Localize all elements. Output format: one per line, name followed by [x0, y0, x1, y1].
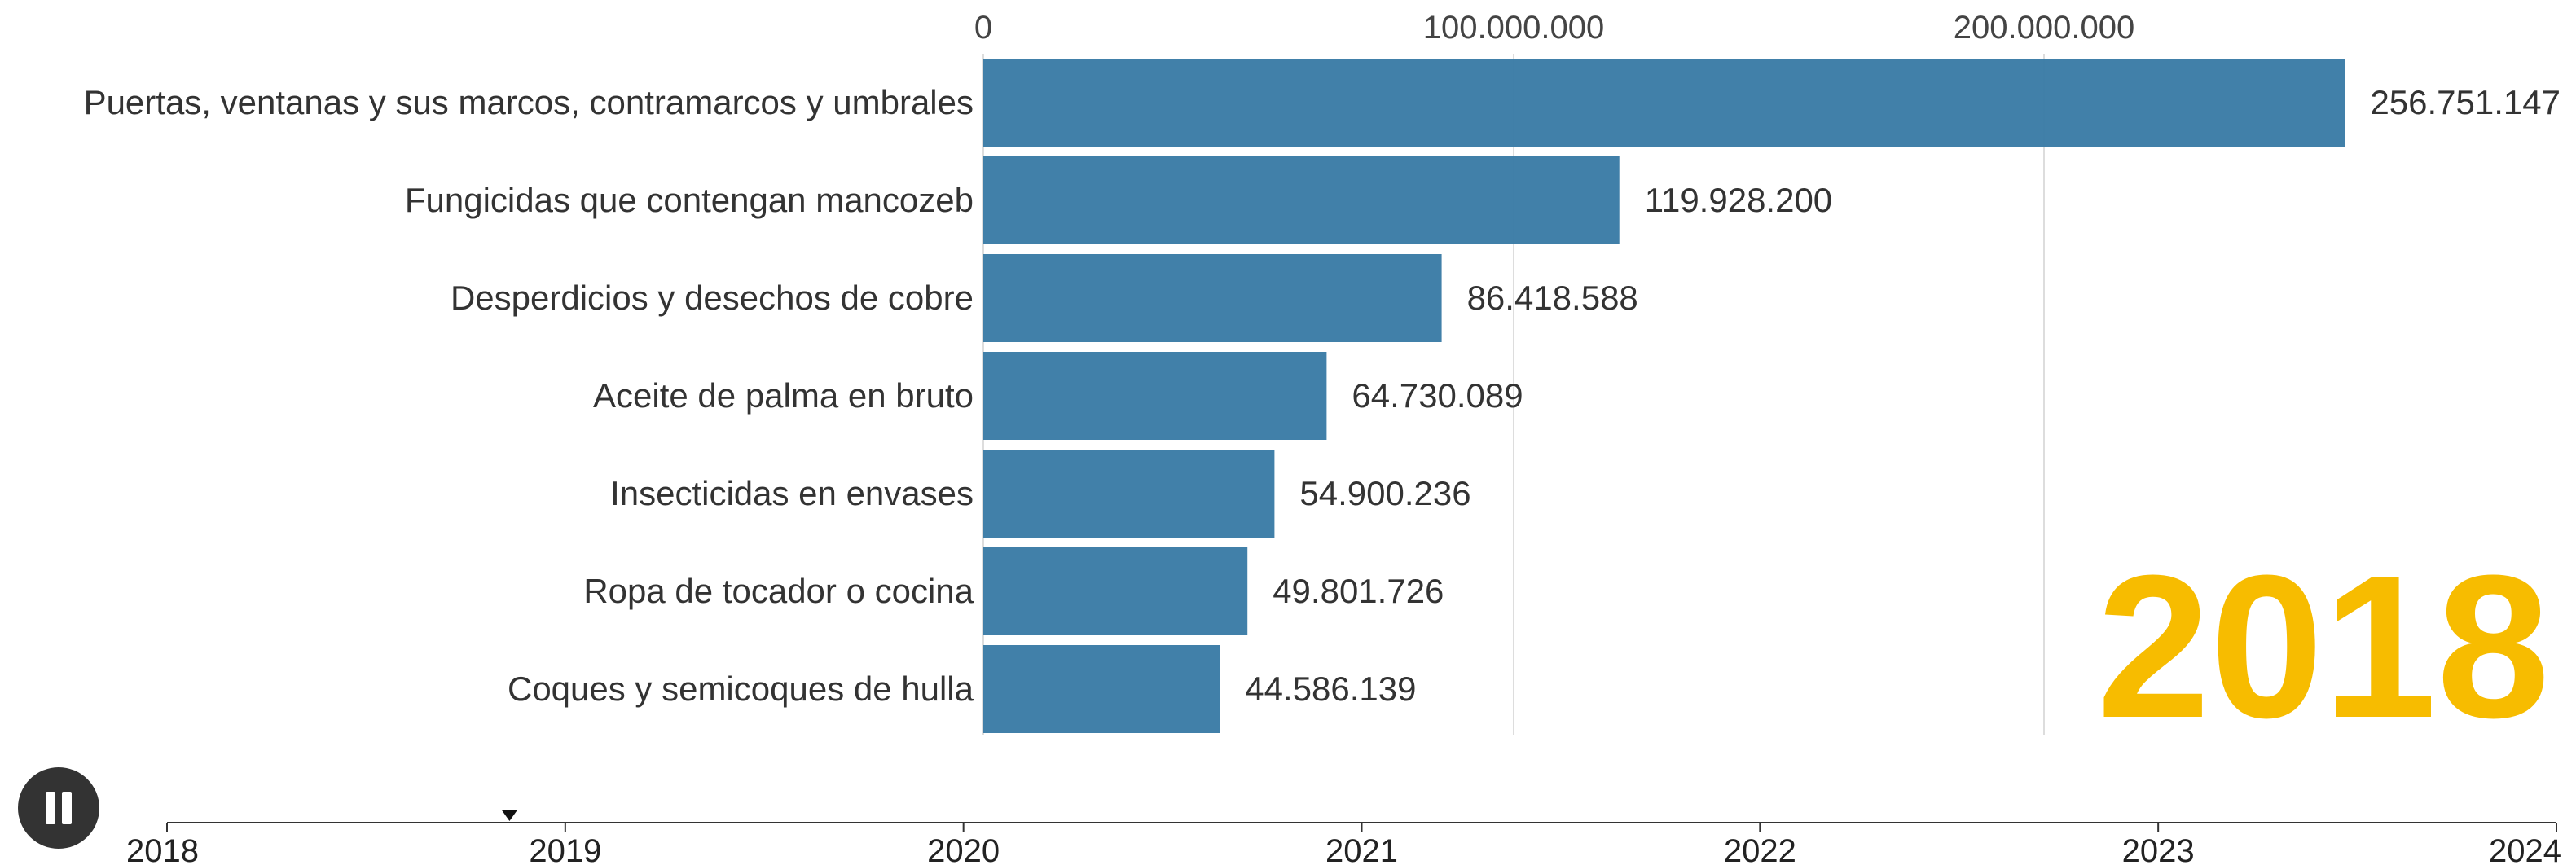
x-tick-label: 100.000.000	[1423, 10, 1604, 46]
category-label: Insecticidas en envases	[610, 474, 974, 512]
value-label: 44.586.139	[1245, 670, 1416, 708]
value-label: 86.418.588	[1467, 279, 1638, 317]
timeline-label: 2022	[1724, 833, 1796, 865]
bar	[983, 254, 1442, 342]
value-label: 49.801.726	[1273, 572, 1444, 610]
bar	[983, 450, 1275, 538]
bar	[983, 59, 2345, 147]
timeline-label: 2024	[2489, 833, 2561, 865]
value-label: 64.730.089	[1352, 376, 1523, 415]
value-label: 256.751.147	[2370, 83, 2561, 121]
category-label: Ropa de tocador o cocina	[583, 572, 974, 610]
bar	[983, 547, 1248, 635]
value-label: 54.900.236	[1299, 474, 1470, 512]
timeline-handle[interactable]	[501, 810, 518, 821]
bar	[983, 645, 1220, 733]
category-label: Puertas, ventanas y sus marcos, contrama…	[84, 83, 974, 121]
category-label: Fungicidas que contengan mancozeb	[405, 181, 974, 219]
category-label: Aceite de palma en bruto	[593, 376, 974, 415]
year-label: 2018	[2097, 533, 2550, 760]
timeline-label: 2018	[126, 833, 199, 865]
category-label: Coques y semicoques de hulla	[508, 670, 974, 708]
bar	[983, 352, 1327, 440]
timeline-label: 2023	[2122, 833, 2195, 865]
x-tick-label: 200.000.000	[1954, 10, 2134, 46]
pause-button[interactable]	[18, 767, 99, 849]
category-label: Desperdicios y desechos de cobre	[451, 279, 974, 317]
value-label: 119.928.200	[1645, 181, 1832, 219]
timeline-label: 2021	[1325, 833, 1398, 865]
bar	[983, 156, 1620, 244]
timeline-label: 2019	[529, 833, 601, 865]
x-tick-label: 0	[974, 10, 992, 46]
timeline-label: 2020	[927, 833, 1000, 865]
